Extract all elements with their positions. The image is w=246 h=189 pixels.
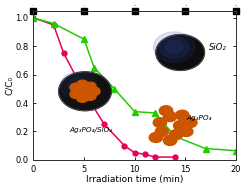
Circle shape: [68, 78, 89, 93]
Circle shape: [79, 86, 91, 94]
Circle shape: [59, 72, 111, 111]
Circle shape: [88, 87, 100, 95]
Circle shape: [154, 32, 195, 62]
Circle shape: [70, 83, 82, 92]
Text: Ag₃PO₄: Ag₃PO₄: [187, 115, 212, 121]
Circle shape: [184, 118, 197, 128]
Circle shape: [163, 112, 177, 122]
Circle shape: [77, 94, 88, 102]
Circle shape: [70, 90, 82, 98]
Circle shape: [74, 86, 86, 94]
Circle shape: [60, 72, 97, 99]
Circle shape: [149, 133, 163, 143]
Circle shape: [180, 127, 193, 136]
Text: SiO₂: SiO₂: [209, 43, 226, 52]
Circle shape: [173, 121, 187, 130]
Circle shape: [160, 36, 189, 58]
Circle shape: [156, 35, 204, 70]
Circle shape: [84, 92, 96, 100]
Circle shape: [159, 106, 173, 116]
Circle shape: [169, 130, 183, 139]
Circle shape: [166, 41, 183, 53]
Circle shape: [176, 110, 189, 120]
Circle shape: [153, 118, 167, 128]
Circle shape: [84, 82, 96, 91]
Circle shape: [77, 80, 88, 89]
Y-axis label: C/C₀: C/C₀: [5, 76, 14, 95]
X-axis label: Irradiation time (min): Irradiation time (min): [86, 175, 183, 184]
Circle shape: [163, 136, 177, 145]
Circle shape: [155, 127, 169, 136]
Text: Ag₃PO₄/SiO₂: Ag₃PO₄/SiO₂: [69, 127, 113, 133]
